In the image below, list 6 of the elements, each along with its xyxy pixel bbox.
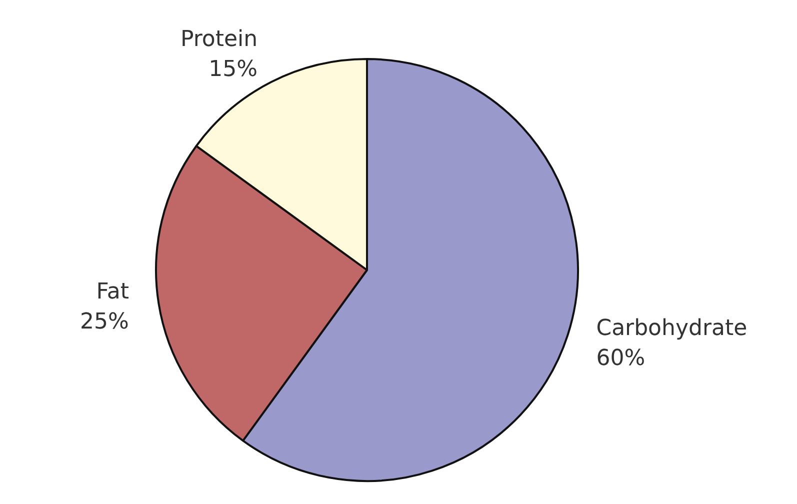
slice-label: Fat — [96, 279, 130, 304]
data-label: 15% — [208, 56, 258, 82]
slice-label: Protein — [180, 26, 258, 52]
slice-label: Carbohydrate — [596, 316, 748, 342]
data-label: 60% — [596, 346, 646, 372]
data-label: 25% — [80, 309, 129, 334]
